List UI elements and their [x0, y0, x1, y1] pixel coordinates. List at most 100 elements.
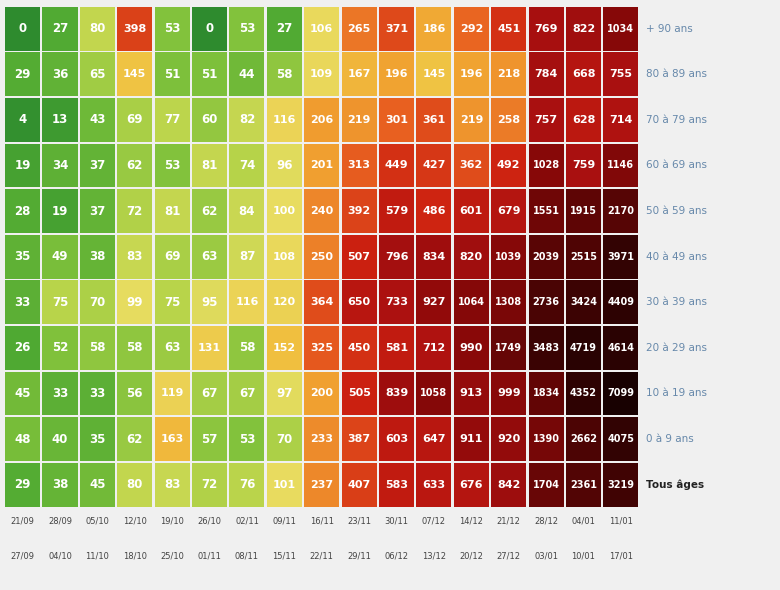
Bar: [117, 372, 152, 415]
Bar: [604, 372, 638, 415]
Text: 200: 200: [310, 388, 333, 398]
Text: 492: 492: [497, 160, 520, 171]
Text: 65: 65: [89, 68, 105, 81]
Bar: [342, 189, 377, 233]
Bar: [154, 98, 190, 142]
Bar: [304, 189, 339, 233]
Text: 990: 990: [459, 343, 483, 353]
Text: 427: 427: [422, 160, 445, 171]
Text: 49: 49: [51, 250, 68, 263]
Bar: [529, 235, 564, 278]
Text: 4614: 4614: [608, 343, 634, 353]
Text: 21/12: 21/12: [497, 516, 521, 525]
Text: 50 à 59 ans: 50 à 59 ans: [646, 206, 707, 216]
Bar: [529, 143, 564, 188]
Bar: [80, 235, 115, 278]
Text: 51: 51: [164, 68, 180, 81]
Text: 80: 80: [126, 478, 143, 491]
Bar: [454, 143, 489, 188]
Text: 09/11: 09/11: [272, 516, 296, 525]
Text: 29/11: 29/11: [347, 552, 371, 560]
Text: 4352: 4352: [570, 388, 597, 398]
Text: 74: 74: [239, 159, 255, 172]
Text: 2170: 2170: [608, 206, 634, 216]
Text: 119: 119: [161, 388, 184, 398]
Bar: [417, 53, 452, 96]
Bar: [5, 6, 40, 51]
Bar: [5, 98, 40, 142]
Text: 451: 451: [497, 24, 520, 34]
Text: 75: 75: [164, 296, 180, 309]
Bar: [566, 417, 601, 461]
Bar: [454, 372, 489, 415]
Bar: [566, 143, 601, 188]
Bar: [342, 417, 377, 461]
Text: 53: 53: [164, 159, 180, 172]
Text: 240: 240: [310, 206, 333, 216]
Bar: [379, 326, 414, 370]
Text: 784: 784: [534, 69, 558, 79]
Bar: [267, 235, 302, 278]
Text: 37: 37: [89, 159, 105, 172]
Text: 2039: 2039: [533, 252, 559, 261]
Bar: [604, 189, 638, 233]
Text: 69: 69: [126, 113, 143, 126]
Text: 17/01: 17/01: [609, 552, 633, 560]
Text: 16/11: 16/11: [310, 516, 334, 525]
Text: 27/09: 27/09: [11, 552, 34, 560]
Bar: [454, 53, 489, 96]
Text: 45: 45: [14, 387, 31, 400]
Text: 35: 35: [14, 250, 30, 263]
Bar: [342, 372, 377, 415]
Bar: [454, 6, 489, 51]
Text: 72: 72: [126, 205, 143, 218]
Text: 0 à 9 ans: 0 à 9 ans: [646, 434, 693, 444]
Text: 4409: 4409: [608, 297, 634, 307]
Text: 57: 57: [201, 432, 218, 445]
Text: 70: 70: [276, 432, 292, 445]
Bar: [42, 326, 77, 370]
Bar: [229, 280, 264, 324]
Bar: [379, 280, 414, 324]
Text: 83: 83: [126, 250, 143, 263]
Text: 33: 33: [89, 387, 105, 400]
Text: 03/01: 03/01: [534, 552, 558, 560]
Bar: [454, 98, 489, 142]
Bar: [5, 143, 40, 188]
Text: 3219: 3219: [608, 480, 634, 490]
Bar: [529, 463, 564, 506]
Bar: [491, 235, 526, 278]
Bar: [117, 53, 152, 96]
Text: 19: 19: [51, 205, 68, 218]
Text: 145: 145: [123, 69, 147, 79]
Text: 62: 62: [126, 159, 143, 172]
Text: 36: 36: [51, 68, 68, 81]
Text: 583: 583: [385, 480, 408, 490]
Text: 45: 45: [89, 478, 105, 491]
Bar: [229, 6, 264, 51]
Text: 28: 28: [14, 205, 30, 218]
Text: 371: 371: [385, 24, 408, 34]
Bar: [566, 6, 601, 51]
Text: 19/10: 19/10: [160, 516, 184, 525]
Bar: [417, 372, 452, 415]
Text: 4719: 4719: [570, 343, 597, 353]
Text: 362: 362: [459, 160, 483, 171]
Text: 167: 167: [347, 69, 370, 79]
Bar: [491, 463, 526, 506]
Text: 1034: 1034: [608, 24, 634, 34]
Text: 44: 44: [239, 68, 255, 81]
Bar: [454, 280, 489, 324]
Text: 152: 152: [273, 343, 296, 353]
Text: 759: 759: [572, 160, 595, 171]
Text: 01/11: 01/11: [197, 552, 222, 560]
Bar: [117, 189, 152, 233]
Text: 51: 51: [201, 68, 218, 81]
Bar: [529, 326, 564, 370]
Text: 72: 72: [201, 478, 218, 491]
Bar: [5, 326, 40, 370]
Bar: [80, 463, 115, 506]
Text: 29: 29: [14, 68, 30, 81]
Bar: [491, 280, 526, 324]
Bar: [491, 53, 526, 96]
